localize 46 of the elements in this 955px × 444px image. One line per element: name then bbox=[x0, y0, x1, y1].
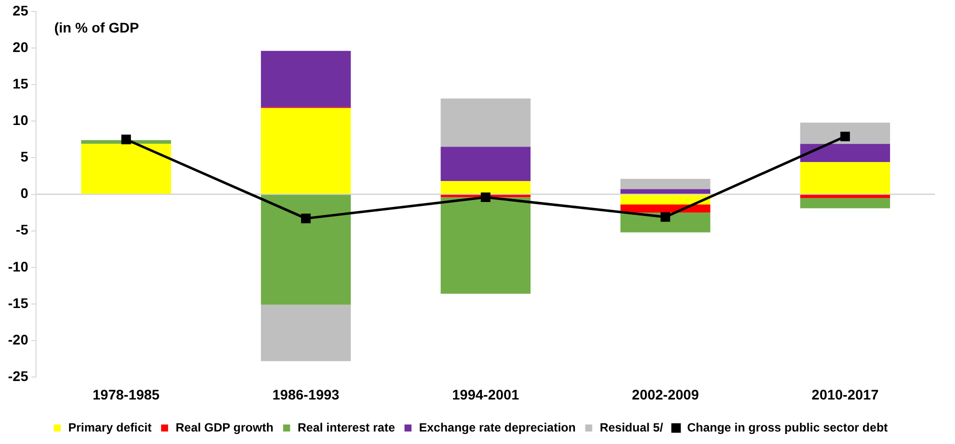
y-tick-label: -20 bbox=[8, 331, 28, 348]
point bbox=[121, 134, 131, 144]
y-tick-label: 25 bbox=[12, 2, 28, 18]
bar bbox=[260, 304, 351, 362]
bar bbox=[81, 144, 172, 194]
y-tick-label: -15 bbox=[8, 294, 28, 311]
y-tick-label: -5 bbox=[16, 222, 28, 238]
point bbox=[840, 132, 850, 142]
y-tick-label: 5 bbox=[20, 148, 28, 165]
bar bbox=[620, 194, 710, 205]
bar bbox=[620, 204, 710, 213]
y-tick-label: 15 bbox=[12, 75, 28, 92]
y-tick-label: -10 bbox=[8, 258, 28, 274]
bar bbox=[260, 194, 351, 305]
annotation: (in % of GDP bbox=[54, 19, 140, 36]
bar bbox=[800, 194, 890, 198]
point bbox=[301, 214, 311, 224]
bar bbox=[800, 198, 890, 208]
legend-label: Real interest rate bbox=[298, 420, 396, 434]
bar bbox=[800, 122, 890, 144]
legend-label: Real GDP growth bbox=[176, 420, 274, 434]
x-tick-label: 1986-1993 bbox=[272, 386, 340, 402]
x-tick-label: 2010-2017 bbox=[812, 386, 879, 402]
x-tick-label: 1994-2001 bbox=[452, 386, 520, 402]
y-tick-label: -25 bbox=[8, 368, 28, 384]
bar bbox=[800, 162, 890, 194]
x-tick-label: 1978-1985 bbox=[92, 386, 160, 402]
point bbox=[480, 192, 490, 202]
bar bbox=[260, 108, 351, 194]
point bbox=[660, 212, 670, 222]
legend-label: Change in gross public sector debt bbox=[687, 420, 888, 434]
bar bbox=[800, 144, 890, 162]
legend-label: Exchange rate depreciation bbox=[418, 420, 576, 434]
legend-label: Residual 5/ bbox=[600, 420, 664, 434]
bar bbox=[440, 181, 531, 194]
bar bbox=[440, 197, 531, 294]
y-tick-label: 20 bbox=[12, 38, 28, 55]
x-tick-label: 2002-2009 bbox=[632, 386, 700, 402]
bar bbox=[620, 178, 710, 190]
bar bbox=[620, 189, 710, 194]
bar bbox=[440, 146, 531, 182]
y-tick-label: 0 bbox=[20, 185, 28, 202]
bar bbox=[440, 98, 531, 147]
legend-label: Primary deficit bbox=[68, 420, 152, 434]
bar bbox=[260, 50, 351, 108]
y-tick-label: 10 bbox=[12, 112, 28, 128]
